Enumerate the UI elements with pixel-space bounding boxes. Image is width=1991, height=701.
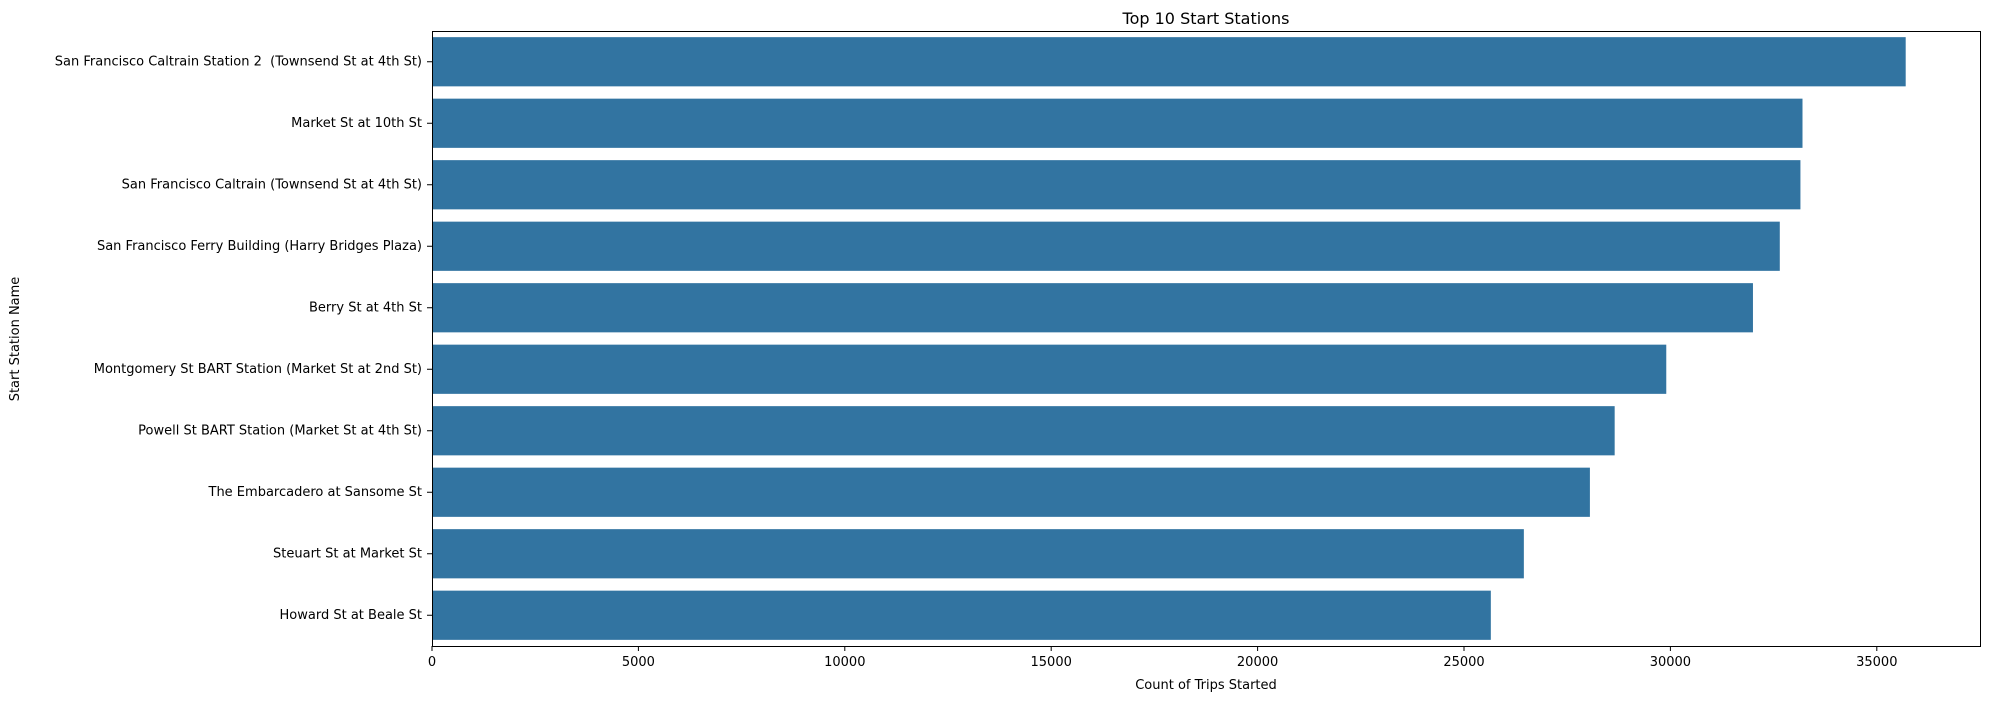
x-tick-label: 30000 xyxy=(1650,655,1691,670)
y-tick-label: Montgomery St BART Station (Market St at… xyxy=(94,362,422,377)
y-tick-label: San Francisco Ferry Building (Harry Brid… xyxy=(97,239,422,254)
y-tick-label: San Francisco Caltrain (Townsend St at 4… xyxy=(122,177,422,192)
x-tick-label: 5000 xyxy=(622,655,655,670)
x-tick-label: 0 xyxy=(428,655,436,670)
y-axis-title: Start Station Name xyxy=(8,277,23,402)
x-tick-label: 20000 xyxy=(1237,655,1278,670)
x-tick-label: 35000 xyxy=(1856,655,1897,670)
x-tick-label: 15000 xyxy=(1031,655,1072,670)
bar xyxy=(432,37,1906,87)
bar xyxy=(432,406,1615,456)
x-axis-title: Count of Trips Started xyxy=(1135,678,1277,693)
y-tick-label: Berry St at 4th St xyxy=(309,300,422,315)
y-tick-label: The Embarcadero at Sansome St xyxy=(208,485,423,500)
x-tick-label: 25000 xyxy=(1443,655,1484,670)
bar xyxy=(432,160,1801,210)
y-tick-label: Howard St at Beale St xyxy=(280,608,422,623)
bar xyxy=(432,467,1590,517)
y-tick-label: Powell St BART Station (Market St at 4th… xyxy=(138,423,422,438)
y-tick-labels: San Francisco Caltrain Station 2 (Townse… xyxy=(55,54,432,623)
x-tick-label: 10000 xyxy=(824,655,865,670)
bar xyxy=(432,98,1803,148)
y-tick-label: Steuart St at Market St xyxy=(273,546,422,561)
bar xyxy=(432,590,1491,640)
bars-group xyxy=(432,37,1906,640)
bar xyxy=(432,529,1524,579)
bar xyxy=(432,344,1667,394)
y-tick-label: San Francisco Caltrain Station 2 (Townse… xyxy=(55,54,422,69)
chart-title: Top 10 Start Stations xyxy=(1122,9,1290,28)
bar xyxy=(432,283,1753,333)
y-tick-label: Market St at 10th St xyxy=(291,116,422,131)
bar xyxy=(432,221,1780,271)
x-axis-ticks: 0 5000 10000 15000 20000 25000 30000 35000 xyxy=(428,646,1897,670)
